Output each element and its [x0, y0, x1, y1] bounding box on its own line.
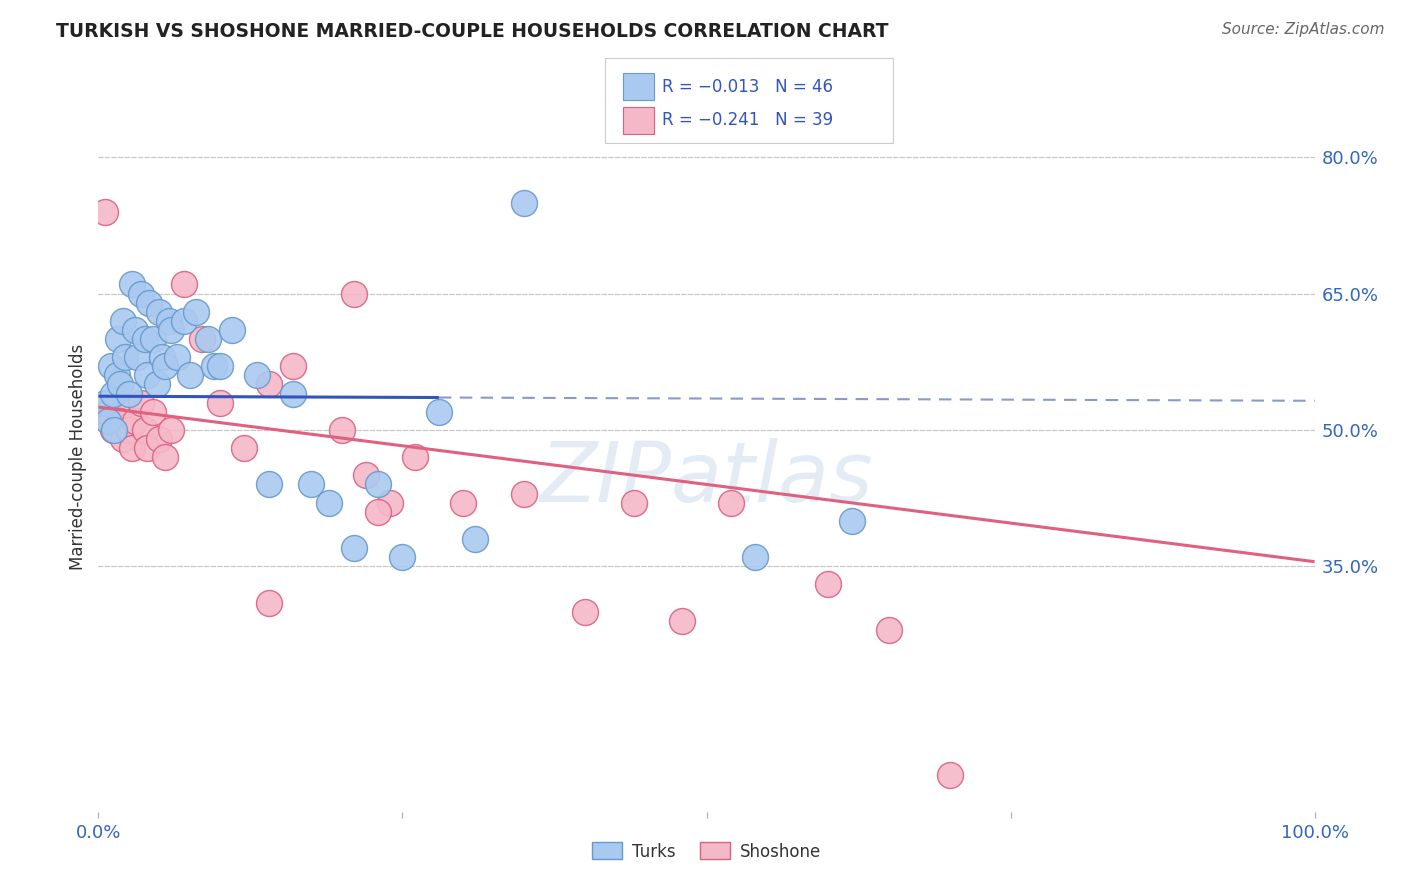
Point — [148, 304, 170, 318]
Point — [841, 514, 863, 528]
Point — [105, 368, 128, 383]
Point — [367, 505, 389, 519]
Point — [202, 359, 225, 374]
Point — [142, 332, 165, 346]
Point — [427, 405, 450, 419]
Point — [160, 323, 183, 337]
Point — [110, 414, 132, 428]
Point — [281, 386, 304, 401]
Point — [221, 323, 243, 337]
Point — [367, 477, 389, 491]
Point — [134, 332, 156, 346]
Point — [513, 195, 536, 210]
Point — [93, 395, 115, 409]
Point — [146, 377, 169, 392]
Point — [299, 477, 322, 491]
Text: Source: ZipAtlas.com: Source: ZipAtlas.com — [1222, 22, 1385, 37]
Point — [179, 368, 201, 383]
Point — [354, 468, 377, 483]
Point — [209, 359, 232, 374]
Text: TURKISH VS SHOSHONE MARRIED-COUPLE HOUSEHOLDS CORRELATION CHART: TURKISH VS SHOSHONE MARRIED-COUPLE HOUSE… — [56, 22, 889, 41]
Point — [127, 350, 149, 364]
Point — [129, 395, 152, 409]
Y-axis label: Married-couple Households: Married-couple Households — [69, 344, 87, 570]
Text: R = −0.013   N = 46: R = −0.013 N = 46 — [662, 78, 834, 95]
Point — [380, 495, 402, 509]
Point — [281, 359, 304, 374]
Point — [939, 768, 962, 782]
Point — [197, 332, 219, 346]
Point — [157, 314, 180, 328]
Point — [101, 423, 124, 437]
Point — [184, 304, 207, 318]
Point — [118, 423, 141, 437]
Point — [148, 432, 170, 446]
Point — [155, 359, 177, 374]
Point — [173, 314, 195, 328]
Point — [97, 405, 120, 419]
Point — [110, 377, 132, 392]
Point — [744, 550, 766, 565]
Point — [121, 441, 143, 455]
Point — [209, 395, 232, 409]
Point — [101, 386, 124, 401]
Point — [464, 532, 486, 546]
Point — [233, 441, 256, 455]
Point — [118, 386, 141, 401]
Text: R = −0.241   N = 39: R = −0.241 N = 39 — [662, 112, 834, 129]
Point — [150, 350, 173, 364]
Point — [404, 450, 426, 465]
Point — [134, 423, 156, 437]
Point — [257, 377, 280, 392]
Point — [107, 332, 129, 346]
Point — [100, 414, 122, 428]
Point — [318, 495, 340, 509]
Point — [343, 541, 366, 555]
Point — [142, 405, 165, 419]
Point — [453, 495, 475, 509]
Point — [343, 286, 366, 301]
Point — [877, 623, 900, 637]
Point — [817, 577, 839, 591]
Point — [138, 295, 160, 310]
Legend: Turks, Shoshone: Turks, Shoshone — [585, 836, 828, 867]
Point — [111, 314, 134, 328]
Point — [124, 323, 146, 337]
Point — [671, 614, 693, 628]
Point — [121, 277, 143, 292]
Point — [103, 423, 125, 437]
Point — [155, 450, 177, 465]
Point — [720, 495, 742, 509]
Point — [114, 350, 136, 364]
Point — [245, 368, 267, 383]
Point — [166, 350, 188, 364]
Point — [124, 414, 146, 428]
Point — [173, 277, 195, 292]
Point — [623, 495, 645, 509]
Point — [111, 432, 134, 446]
Point — [574, 605, 596, 619]
Point — [191, 332, 214, 346]
Point — [257, 596, 280, 610]
Point — [97, 414, 120, 428]
Point — [100, 359, 122, 374]
Point — [330, 423, 353, 437]
Point — [136, 441, 159, 455]
Point — [513, 486, 536, 500]
Text: ZIPatlas: ZIPatlas — [540, 438, 873, 519]
Point — [391, 550, 413, 565]
Point — [257, 477, 280, 491]
Point — [136, 368, 159, 383]
Point — [93, 204, 115, 219]
Point — [129, 286, 152, 301]
Point — [105, 395, 128, 409]
Point — [160, 423, 183, 437]
